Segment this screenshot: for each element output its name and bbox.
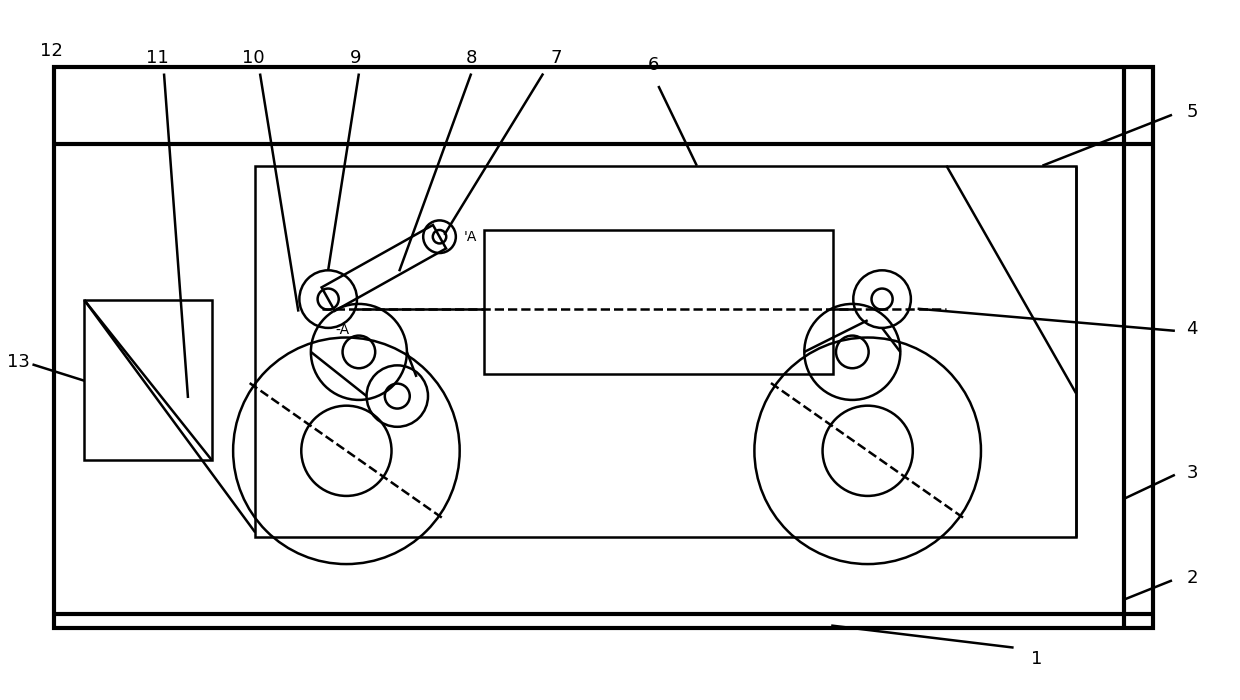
- Text: 7: 7: [551, 49, 563, 66]
- Text: 10: 10: [242, 49, 264, 66]
- Text: 4: 4: [1187, 320, 1198, 338]
- Text: 11: 11: [146, 49, 169, 66]
- Text: 5: 5: [1187, 103, 1198, 121]
- Bar: [53, 66, 1153, 629]
- Bar: [484, 230, 833, 374]
- Text: 3: 3: [1187, 464, 1198, 482]
- Text: 6: 6: [649, 55, 660, 74]
- Text: 9: 9: [350, 49, 362, 66]
- Text: 1: 1: [1030, 650, 1043, 668]
- Text: 'A: 'A: [464, 230, 477, 244]
- Text: 12: 12: [40, 42, 63, 60]
- Text: 8: 8: [465, 49, 477, 66]
- Bar: [84, 300, 212, 461]
- Bar: [255, 166, 1076, 537]
- Text: 2: 2: [1187, 570, 1198, 587]
- Text: 13: 13: [6, 354, 30, 372]
- Text: -A: -A: [336, 323, 350, 337]
